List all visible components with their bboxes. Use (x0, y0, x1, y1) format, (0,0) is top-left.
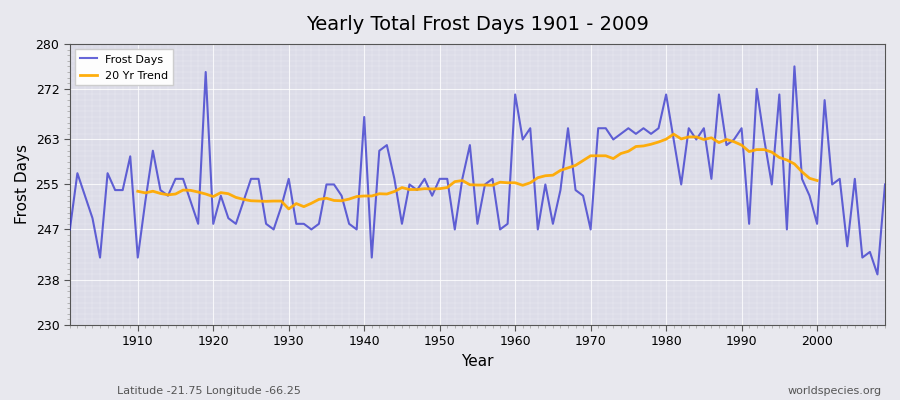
Line: Frost Days: Frost Days (70, 66, 885, 274)
Frost Days (337, 193, 347, 198)
Frost Days (291, 222, 302, 226)
20 Yr Trend (284, 206, 294, 211)
Title: Yearly Total Frost Days 1901 - 2009: Yearly Total Frost Days 1901 - 2009 (306, 15, 649, 34)
20 Yr Trend (132, 189, 143, 194)
Frost Days (789, 64, 800, 69)
20 Yr Trend (669, 132, 680, 136)
Line: 20 Yr Trend: 20 Yr Trend (138, 134, 817, 209)
20 Yr Trend (533, 175, 544, 180)
Frost Days (65, 227, 76, 232)
20 Yr Trend (313, 197, 324, 202)
20 Yr Trend (215, 190, 226, 195)
Y-axis label: Frost Days: Frost Days (15, 144, 30, 224)
20 Yr Trend (812, 178, 823, 183)
20 Yr Trend (721, 137, 732, 142)
Frost Days (879, 182, 890, 187)
20 Yr Trend (804, 176, 814, 181)
Frost Days (125, 154, 136, 159)
Frost Days (509, 92, 520, 97)
20 Yr Trend (299, 204, 310, 209)
Frost Days (600, 126, 611, 131)
Text: Latitude -21.75 Longitude -66.25: Latitude -21.75 Longitude -66.25 (117, 386, 301, 396)
Frost Days (872, 272, 883, 277)
Frost Days (502, 222, 513, 226)
X-axis label: Year: Year (461, 354, 494, 369)
Text: worldspecies.org: worldspecies.org (788, 386, 882, 396)
Legend: Frost Days, 20 Yr Trend: Frost Days, 20 Yr Trend (76, 50, 173, 86)
